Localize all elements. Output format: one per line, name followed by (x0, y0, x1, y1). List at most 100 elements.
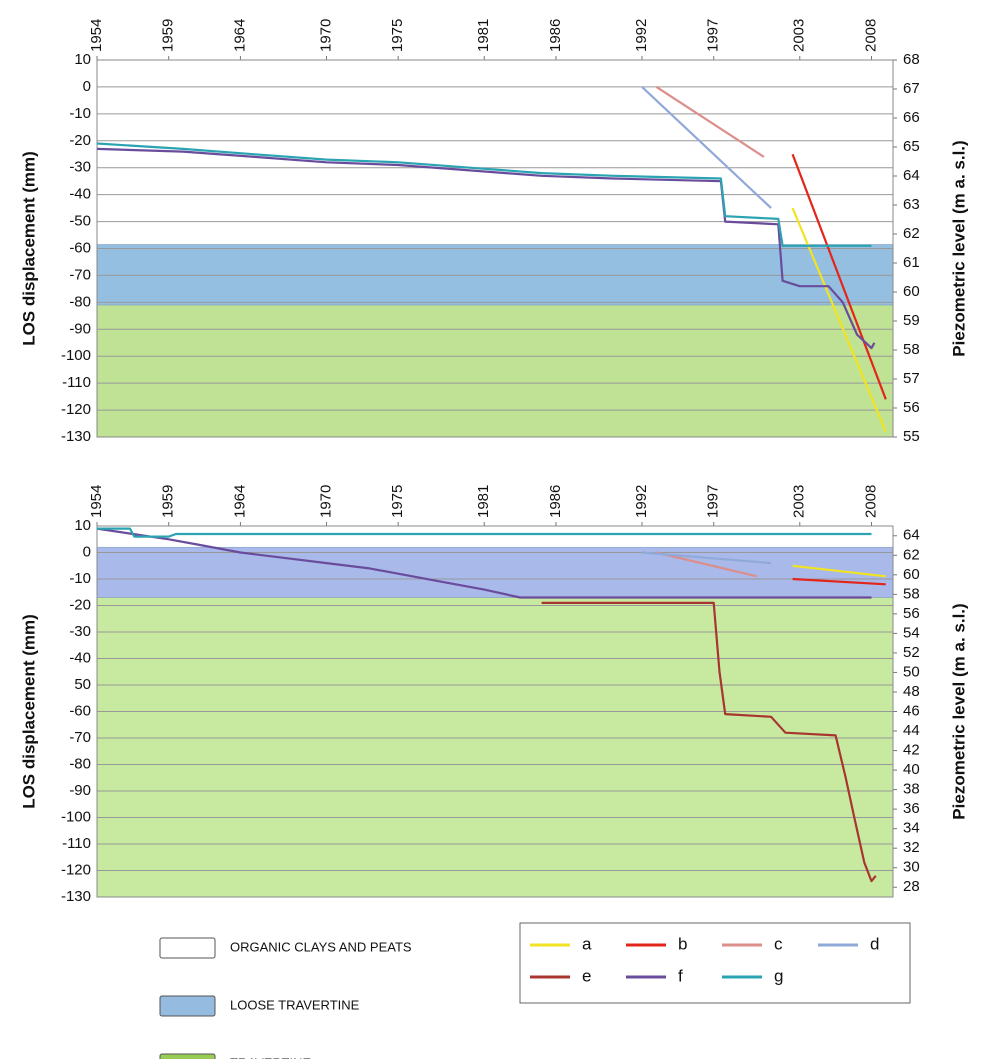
x-tick-label: 1954 (88, 485, 105, 518)
x-tick-label: 1970 (317, 485, 334, 518)
y2-tick-label: 38 (903, 781, 920, 798)
layer-label: LOOSE TRAVERTINE (230, 997, 360, 1012)
y-tick-label: 50 (74, 676, 91, 693)
y2-tick-label: 30 (903, 859, 920, 876)
y2-tick-label: 54 (903, 624, 920, 641)
legend-label: g (774, 966, 783, 985)
series-line (641, 86, 772, 209)
series-legend-box (519, 922, 911, 1004)
x-tick-label: 1959 (160, 485, 177, 518)
y-tick-label: -80 (69, 755, 91, 772)
y2-tick-label: 61 (903, 254, 920, 271)
y2-tick-label: 62 (903, 225, 920, 242)
layer-swatch (159, 995, 216, 1017)
y-tick-label: -40 (69, 186, 91, 203)
x-tick-label: 1997 (705, 485, 722, 518)
layer-swatch (159, 1053, 216, 1059)
y-tick-label: -20 (69, 596, 91, 613)
x-tick-label: 1986 (547, 485, 564, 518)
y-tick-label: -70 (69, 266, 91, 283)
y-tick-label: -50 (69, 213, 91, 230)
x-tick-label: 1992 (633, 19, 650, 52)
layer-band (96, 244, 894, 306)
y2-axis-title: Piezometric level (m a. s.l.) (949, 140, 968, 356)
y-tick-label: 10 (74, 51, 91, 68)
y2-tick-label: 48 (903, 683, 920, 700)
legend-label: c (774, 934, 783, 953)
y-tick-label: 0 (83, 78, 91, 95)
y2-tick-label: 58 (903, 341, 920, 358)
x-tick-label: 2008 (862, 19, 879, 52)
y-tick-label: -110 (62, 374, 91, 391)
series-line (655, 85, 765, 158)
series-line (792, 564, 886, 578)
y2-tick-label: 34 (903, 820, 920, 837)
y2-tick-label: 68 (903, 51, 920, 68)
y-tick-label: -10 (69, 105, 91, 122)
y2-tick-label: 28 (903, 878, 920, 895)
y2-axis-title: Piezometric level (m a. s.l.) (949, 603, 968, 819)
y-tick-label: -130 (61, 888, 91, 905)
x-tick-label: 1981 (475, 485, 492, 518)
legend-label: a (582, 934, 592, 953)
y-tick-label: -70 (69, 729, 91, 746)
x-tick-label: 1975 (389, 485, 406, 518)
x-tick-label: 1981 (475, 19, 492, 52)
x-tick-label: 1959 (160, 19, 177, 52)
y2-tick-label: 55 (903, 428, 920, 445)
y2-tick-label: 52 (903, 644, 920, 661)
layer-swatch (159, 937, 216, 959)
y2-tick-label: 64 (903, 527, 920, 544)
y2-tick-label: 56 (903, 605, 920, 622)
layer-label: ORGANIC CLAYS AND PEATS (230, 939, 412, 954)
y-tick-label: -130 (61, 428, 91, 445)
legend-label: f (678, 966, 683, 985)
x-tick-label: 2003 (791, 485, 808, 518)
y-tick-label: 10 (74, 517, 91, 534)
x-tick-label: 1954 (88, 19, 105, 52)
y-tick-label: -60 (69, 702, 91, 719)
x-tick-label: 1975 (389, 19, 406, 52)
y-tick-label: -60 (69, 239, 91, 256)
y-tick-label: -120 (61, 401, 91, 418)
x-tick-label: 1964 (231, 485, 248, 518)
plot-frame (96, 59, 894, 438)
x-tick-label: 1986 (547, 19, 564, 52)
y2-tick-label: 65 (903, 138, 920, 155)
layer-label: TRAVERTINE (230, 1055, 311, 1059)
y2-tick-label: 50 (903, 663, 920, 680)
x-tick-label: 1964 (231, 19, 248, 52)
y2-tick-label: 67 (903, 80, 920, 97)
y2-tick-label: 42 (903, 742, 920, 759)
y-tick-label: -10 (69, 570, 91, 587)
layer-band (96, 546, 894, 598)
y-axis-title: LOS displacement (mm) (19, 614, 38, 809)
y2-tick-label: 62 (903, 546, 920, 563)
y-tick-label: -30 (69, 623, 91, 640)
layer-band (96, 304, 894, 438)
y2-tick-label: 46 (903, 702, 920, 719)
y-tick-label: -80 (69, 293, 91, 310)
y-tick-label: 0 (83, 543, 91, 560)
series-line (541, 601, 877, 883)
y2-tick-label: 57 (903, 370, 920, 387)
y-tick-label: -110 (62, 835, 91, 852)
y2-tick-label: 59 (903, 312, 920, 329)
legend-label: e (582, 966, 591, 985)
x-tick-label: 1992 (633, 485, 650, 518)
y2-tick-label: 60 (903, 566, 920, 583)
y-tick-label: -20 (69, 132, 91, 149)
y-tick-label: -90 (69, 782, 91, 799)
layer-band (96, 597, 894, 898)
y-tick-label: -30 (69, 159, 91, 176)
y2-tick-label: 63 (903, 196, 920, 213)
x-tick-label: 2008 (862, 485, 879, 518)
series-line (792, 577, 886, 586)
y2-tick-label: 32 (903, 839, 920, 856)
y-tick-label: -120 (61, 861, 91, 878)
y2-tick-label: 60 (903, 283, 920, 300)
y2-tick-label: 64 (903, 167, 920, 184)
y-axis-title: LOS displacement (mm) (19, 151, 38, 346)
y-tick-label: -40 (69, 649, 91, 666)
